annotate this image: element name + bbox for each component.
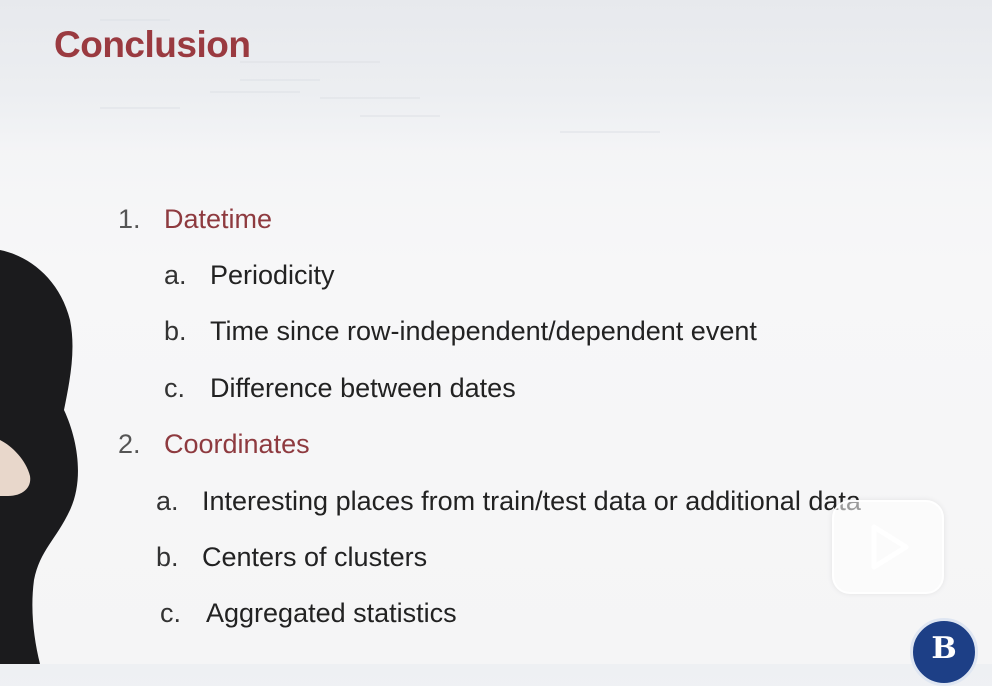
header-band — [0, 0, 992, 150]
item-label: Coordinates — [164, 429, 310, 459]
list-item-difference-dates: c. Difference between dates — [164, 373, 516, 404]
logo-letter: B — [931, 631, 957, 666]
item-label: Aggregated statistics — [206, 598, 457, 628]
item-label: Difference between dates — [210, 373, 516, 403]
list-item-interesting-places: a. Interesting places from train/test dat… — [156, 486, 861, 517]
item-label: Datetime — [164, 204, 273, 234]
slide-title: Conclusion — [54, 24, 251, 65]
item-letter: c. — [160, 598, 182, 628]
item-letter: a. — [164, 260, 187, 290]
item-label: Time since row-independent/dependent eve… — [210, 316, 757, 346]
list-item-centers-clusters: b. Centers of clusters — [156, 542, 427, 573]
play-button[interactable] — [832, 500, 944, 594]
list-item-time-since: b. Time since row-independent/dependent e… — [164, 316, 757, 347]
list-item-coordinates: 2. Coordinates — [118, 429, 310, 460]
item-number: 2. — [118, 429, 141, 459]
presenter-silhouette-icon — [0, 250, 78, 664]
list-item-aggregated-stats: c. Aggregated statistics — [160, 598, 457, 629]
item-letter: a. — [156, 486, 179, 516]
list-item-periodicity: a. Periodicity — [164, 260, 335, 291]
play-icon — [871, 524, 909, 570]
item-letter: b. — [156, 542, 179, 572]
decorative-background-icon — [100, 19, 660, 133]
item-label: Periodicity — [210, 260, 335, 290]
item-label: Centers of clusters — [202, 542, 428, 572]
school-logo: B — [910, 618, 978, 686]
item-number: 1. — [118, 204, 141, 234]
item-letter: b. — [164, 316, 187, 346]
item-letter: c. — [164, 373, 186, 403]
item-label: Interesting places from train/test data … — [202, 486, 861, 516]
list-item-datetime: 1. Datetime — [118, 204, 272, 235]
